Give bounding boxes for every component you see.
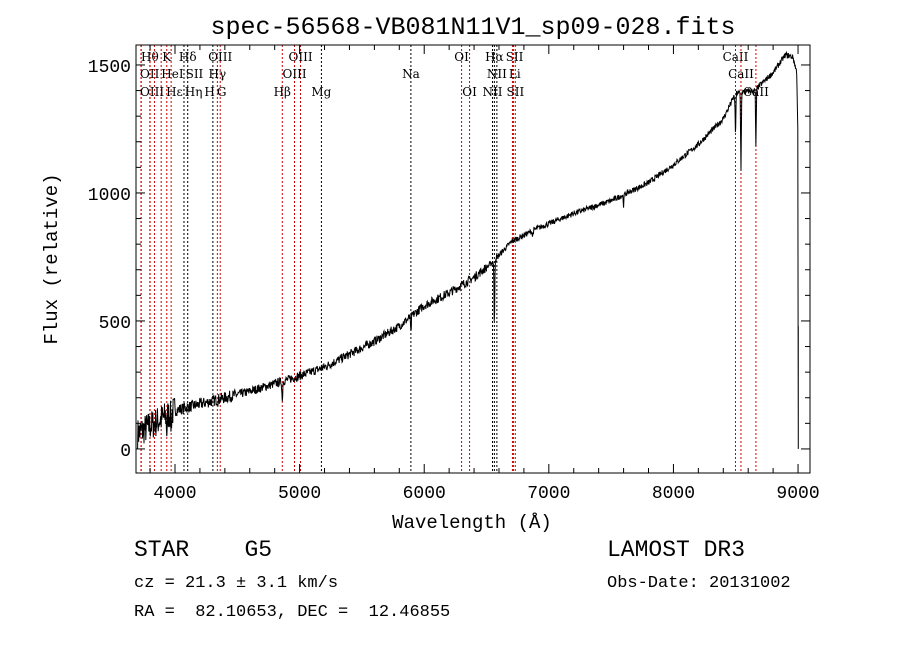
obs-date-label: Obs-Date: 20131002 xyxy=(607,574,791,593)
y-axis-label: Flux (relative) xyxy=(41,173,63,344)
redshift-label: cz = 21.3 ± 3.1 km/s xyxy=(134,574,339,593)
class-label: STAR xyxy=(134,537,190,563)
spectral-line-label: Hε xyxy=(166,85,183,99)
coordinates-label: RA = 82.10653, DEC = 12.46855 xyxy=(134,603,451,622)
subclass-label: G5 xyxy=(244,537,273,563)
x-tick-label: 9000 xyxy=(776,484,819,504)
spectrum-line xyxy=(137,50,799,449)
spectral-line-label: SII xyxy=(507,85,525,99)
y-tick-label: 1500 xyxy=(88,58,131,78)
object-class: STAR G5 xyxy=(134,537,272,563)
x-tick-label: 8000 xyxy=(652,484,695,504)
spectral-line-label: OIII xyxy=(283,67,307,81)
spectral-line-label: CaII xyxy=(723,50,749,64)
x-tick-label: 6000 xyxy=(403,484,446,504)
axes-group: 4000 5000 6000 7000 8000 9000 0 500 1000 1500 xyxy=(88,44,820,504)
spectral-line-label: OIII xyxy=(208,50,232,64)
spectral-line-label: NII xyxy=(483,85,503,99)
spectral-line-label: HeI xyxy=(161,67,184,81)
spectral-line-label: Hγ xyxy=(209,67,227,81)
spectral-line-label: Hα xyxy=(485,50,504,64)
spectral-line-label: H xyxy=(204,85,214,99)
spectral-line-label: G xyxy=(217,85,227,99)
spectral-line-label: SII xyxy=(186,67,204,81)
plot-frame xyxy=(135,44,811,474)
spectral-line-label: OIII xyxy=(140,85,164,99)
y-tick-label: 500 xyxy=(99,314,131,334)
x-tick-label: 7000 xyxy=(527,484,570,504)
spectrum-group xyxy=(137,50,799,449)
spectral-lines-group: HθKHδOIIIOIIIOIHαSIICaIIOIIHeISIIHγOIIIN… xyxy=(140,45,769,473)
spectral-line-label: OI xyxy=(454,50,469,64)
spectral-line-label: CaII xyxy=(728,67,754,81)
survey-label: LAMOST DR3 xyxy=(607,537,746,563)
spectral-line-label: CaII xyxy=(743,85,769,99)
x-tick-label: 5000 xyxy=(278,484,321,504)
y-tick-label: 0 xyxy=(120,442,131,462)
y-tick-label: 1000 xyxy=(88,186,131,206)
spectral-line-label: OIII xyxy=(289,50,313,64)
spectral-line-label: Na xyxy=(402,67,420,81)
chart-title: spec-56568-VB081N11V1_sp09-028.fits xyxy=(210,13,735,42)
spectral-line-label: K xyxy=(162,50,172,64)
spectral-line-label: Hβ xyxy=(274,85,291,99)
spectral-line-label: Hη xyxy=(185,85,203,99)
spectral-line-label: SII xyxy=(506,50,524,64)
x-axis-label: Wavelength (Å) xyxy=(392,512,552,534)
spectral-line-label: Mg xyxy=(311,85,331,99)
x-tick-label: 4000 xyxy=(153,484,196,504)
spectral-line-label: OI xyxy=(462,85,477,99)
spectral-line-label: Hδ xyxy=(179,50,197,64)
spectral-line-label: NII xyxy=(487,67,507,81)
